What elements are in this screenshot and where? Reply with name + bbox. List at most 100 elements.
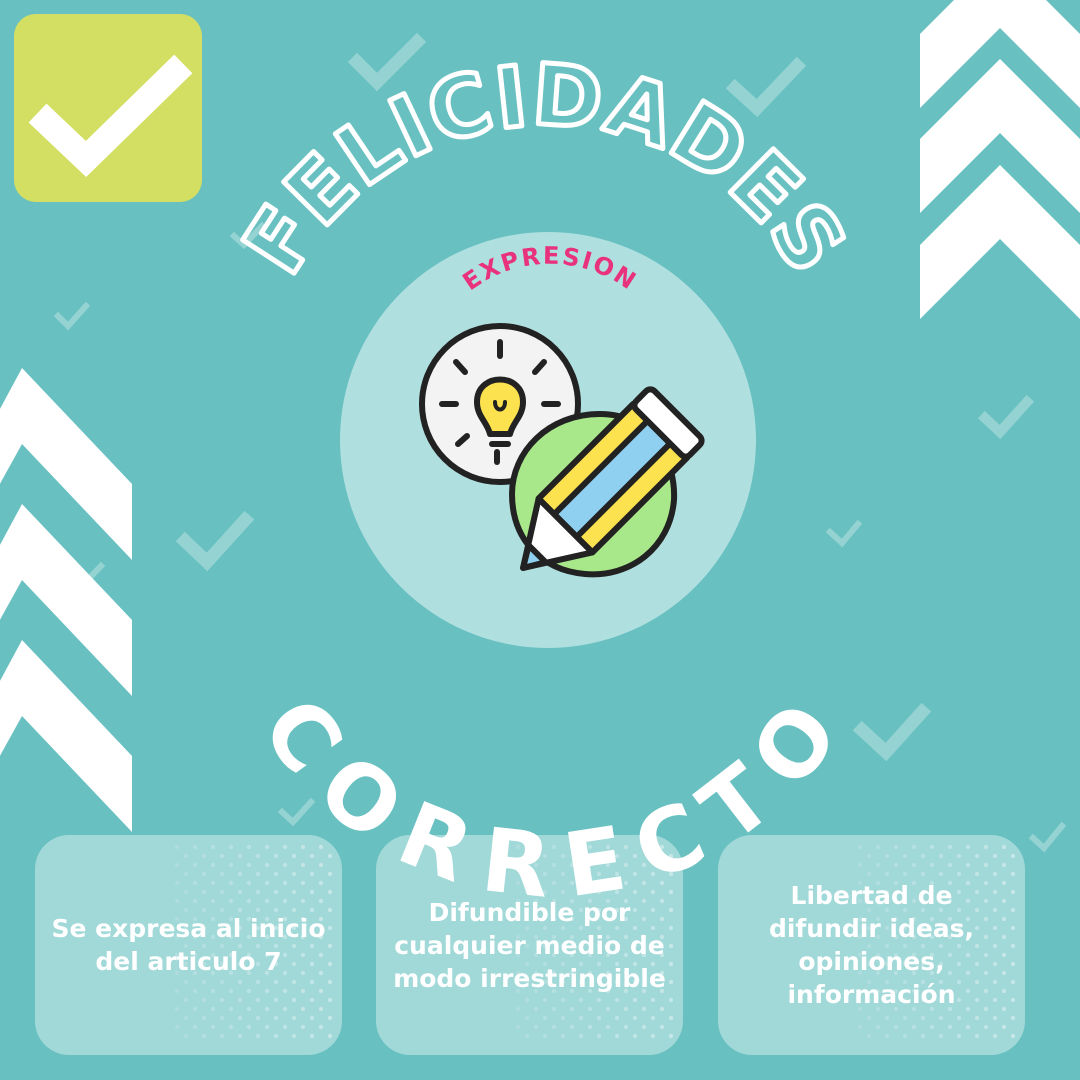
card-line: Se expresa al inicio bbox=[51, 914, 326, 943]
dot bbox=[992, 871, 998, 877]
faint-check-icon bbox=[277, 797, 316, 827]
dot bbox=[192, 916, 198, 922]
dot bbox=[596, 979, 602, 985]
dot bbox=[920, 1033, 926, 1039]
dot bbox=[866, 907, 872, 913]
dot bbox=[965, 844, 971, 850]
dot bbox=[578, 997, 584, 1003]
dot bbox=[911, 1006, 917, 1012]
dot bbox=[632, 889, 638, 895]
dot bbox=[309, 889, 315, 895]
dot bbox=[533, 1006, 539, 1012]
dot bbox=[515, 970, 521, 976]
dot bbox=[659, 1024, 665, 1030]
dot bbox=[542, 889, 548, 895]
dot bbox=[237, 997, 243, 1003]
dot bbox=[327, 871, 333, 877]
dot bbox=[291, 907, 297, 913]
dot bbox=[884, 997, 890, 1003]
dot bbox=[551, 916, 557, 922]
dot bbox=[273, 925, 279, 931]
dot bbox=[264, 1024, 270, 1030]
dot bbox=[273, 979, 279, 985]
dot bbox=[857, 952, 863, 958]
faint-check-icon bbox=[725, 56, 807, 118]
dot bbox=[542, 871, 548, 877]
dot bbox=[327, 943, 333, 949]
dot bbox=[965, 898, 971, 904]
dot bbox=[560, 889, 566, 895]
chevron-up-icon bbox=[0, 504, 132, 696]
dot bbox=[1010, 943, 1016, 949]
dot bbox=[893, 880, 899, 886]
dot bbox=[965, 952, 971, 958]
dot bbox=[291, 979, 297, 985]
dot bbox=[623, 862, 629, 868]
dot bbox=[219, 1015, 225, 1021]
dot bbox=[533, 934, 539, 940]
dot bbox=[533, 970, 539, 976]
dot bbox=[668, 943, 674, 949]
dot bbox=[929, 898, 935, 904]
dot bbox=[938, 1015, 944, 1021]
dot bbox=[291, 925, 297, 931]
dot bbox=[857, 1006, 863, 1012]
dot bbox=[947, 916, 953, 922]
dot bbox=[560, 853, 566, 859]
dot bbox=[965, 916, 971, 922]
dot bbox=[533, 952, 539, 958]
dot bbox=[668, 997, 674, 1003]
dot bbox=[659, 952, 665, 958]
dot bbox=[1001, 952, 1007, 958]
dot bbox=[632, 943, 638, 949]
dot bbox=[201, 943, 207, 949]
dot bbox=[264, 880, 270, 886]
dot bbox=[309, 1033, 315, 1039]
dot bbox=[596, 907, 602, 913]
dot bbox=[974, 1033, 980, 1039]
info-card: Se expresa al inicio del articulo 7 bbox=[35, 835, 342, 1055]
dot bbox=[605, 934, 611, 940]
dot bbox=[614, 997, 620, 1003]
dot bbox=[596, 997, 602, 1003]
dot bbox=[659, 844, 665, 850]
dot bbox=[309, 943, 315, 949]
chevron-up-icon bbox=[920, 59, 1080, 213]
dot bbox=[668, 889, 674, 895]
faint-check-icon bbox=[175, 510, 255, 572]
dot bbox=[983, 988, 989, 994]
dot bbox=[542, 961, 548, 967]
dot bbox=[228, 970, 234, 976]
dot bbox=[228, 1024, 234, 1030]
dot bbox=[300, 1006, 306, 1012]
dot bbox=[183, 925, 189, 931]
dot bbox=[992, 925, 998, 931]
dot bbox=[291, 943, 297, 949]
dot bbox=[533, 898, 539, 904]
dot bbox=[569, 862, 575, 868]
dot bbox=[983, 916, 989, 922]
dot bbox=[255, 1033, 261, 1039]
dot bbox=[578, 1033, 584, 1039]
dot bbox=[641, 952, 647, 958]
dot bbox=[911, 862, 917, 868]
faint-check-icon bbox=[347, 32, 427, 92]
dot bbox=[237, 943, 243, 949]
dot bbox=[201, 997, 207, 1003]
dot bbox=[902, 853, 908, 859]
dot bbox=[318, 898, 324, 904]
dot bbox=[938, 997, 944, 1003]
dot bbox=[857, 1024, 863, 1030]
dot bbox=[605, 898, 611, 904]
dot bbox=[255, 925, 261, 931]
dot bbox=[174, 880, 180, 886]
dot bbox=[911, 844, 917, 850]
dot bbox=[560, 907, 566, 913]
dot bbox=[560, 1015, 566, 1021]
dot bbox=[192, 898, 198, 904]
dot bbox=[650, 871, 656, 877]
dot bbox=[300, 916, 306, 922]
dot bbox=[192, 862, 198, 868]
dot bbox=[174, 952, 180, 958]
